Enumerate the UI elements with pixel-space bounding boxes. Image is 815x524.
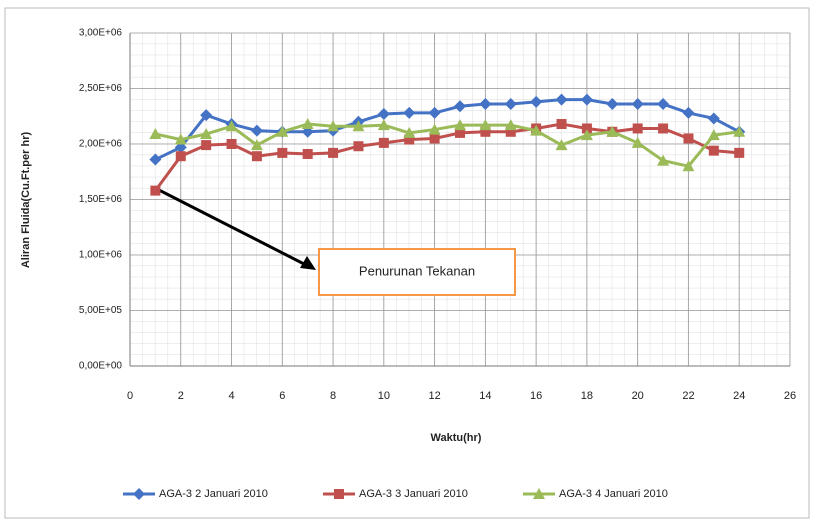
marker [225,120,238,132]
annotation-box [318,248,516,296]
marker [632,123,643,134]
marker [556,119,567,130]
marker [175,151,186,162]
x-tick-label: 16 [530,390,542,402]
marker [479,119,492,131]
marker [301,125,314,138]
legend-label: AGA-3 2 Januari 2010 [159,488,268,500]
marker [606,125,619,137]
marker [251,151,262,162]
x-tick-label: 24 [733,390,745,402]
annotation-text: Penurunan Tekanan [359,263,475,278]
marker [377,108,390,121]
annotation-arrow [154,186,307,267]
marker [555,139,568,151]
marker [226,139,237,149]
legend-label: AGA-3 3 Januari 2010 [359,488,468,500]
marker [707,129,720,141]
x-tick-label: 18 [581,390,593,402]
x-tick-label: 2 [178,390,184,402]
marker [683,133,694,144]
marker [658,123,669,134]
marker [479,98,492,111]
marker [580,129,593,141]
x-tick-label: 8 [330,390,336,402]
marker [480,126,491,137]
x-tick-label: 0 [127,390,133,402]
marker [429,133,440,144]
marker [276,125,289,137]
marker [505,126,516,137]
marker [631,98,644,111]
marker [504,98,517,111]
marker [302,148,313,159]
marker [150,185,161,196]
y-tick-label: 5,00E+05 [79,305,123,316]
marker [657,98,670,111]
marker [580,93,593,106]
x-axis-label: Waktu(hr) [431,432,482,444]
marker [733,125,746,137]
marker [682,160,695,172]
x-tick-label: 4 [228,390,234,402]
marker [631,136,644,148]
y-tick-label: 1,50E+06 [79,194,123,205]
arrow-head [300,256,316,270]
y-tick-label: 2,50E+06 [79,83,123,94]
marker [454,119,466,131]
marker [682,106,695,119]
marker [428,106,441,119]
marker [734,147,745,158]
marker [555,93,568,106]
marker [250,124,263,137]
marker [530,124,543,136]
marker [250,139,263,151]
marker [301,118,314,130]
marker [606,98,619,111]
marker [403,126,416,138]
y-tick-label: 0,00E+00 [79,361,123,372]
marker [201,140,212,151]
marker [353,141,364,152]
x-tick-label: 12 [428,390,440,402]
marker [352,120,365,132]
y-tick-label: 1,00E+06 [79,250,123,261]
legend-marker [334,489,344,499]
x-tick-label: 20 [632,390,644,402]
marker [504,119,517,131]
x-tick-label: 14 [479,390,491,402]
marker [708,145,719,156]
marker [404,134,415,145]
marker [581,123,592,134]
x-tick-label: 6 [279,390,285,402]
marker [707,112,720,125]
marker [657,154,670,166]
x-tick-label: 26 [784,390,796,402]
marker [277,147,288,158]
marker [149,128,162,140]
marker [200,109,213,122]
marker [455,127,465,138]
marker [378,137,389,148]
marker [454,100,466,113]
legend-label: AGA-3 4 Januari 2010 [559,488,668,500]
marker [328,147,339,158]
marker [377,119,390,131]
y-axis-label: Aliran Fluida(Cu.Ft.per hr) [20,132,32,269]
legend-marker [533,488,545,499]
legend-marker [133,488,145,500]
marker [174,133,187,145]
x-tick-label: 22 [682,390,694,402]
marker [428,123,441,135]
marker [200,128,213,140]
x-tick-label: 10 [378,390,390,402]
y-tick-label: 2,00E+06 [79,139,123,150]
marker [403,106,416,119]
marker [327,120,340,132]
marker [530,95,543,108]
marker [149,153,162,166]
y-tick-label: 3,00E+06 [79,28,123,39]
